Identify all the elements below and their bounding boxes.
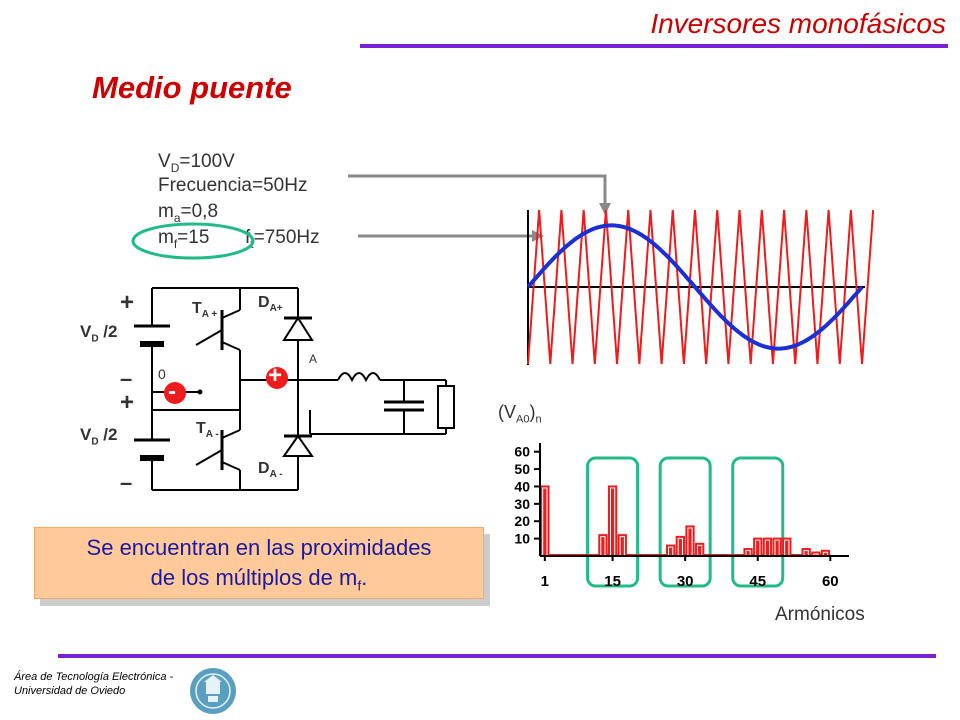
footer-line-1: Área de Tecnología Electrónica - [14,671,174,683]
y-tick-label: 30 [514,496,530,512]
diode-da-minus-symbol [282,434,314,457]
x-tick-label: 1 [541,573,549,590]
top-plus-sign: + [120,289,135,316]
x-tick-label: 60 [822,573,839,590]
spectrum-highlights [586,456,785,588]
param-frequency: Frecuencia=50Hz [158,175,308,196]
y-tick-label: 20 [514,513,530,529]
mf-highlight-ellipse [131,222,255,260]
minus-badge [164,382,186,404]
x-tick-label: 15 [604,573,621,590]
arrow-vd-head [599,203,611,215]
harmonic-group-highlight-15 [586,456,640,588]
plus-badge [266,367,288,389]
plus-badge-sign: + [268,362,283,389]
node-0-dot [197,389,203,395]
university-seal-icon [190,668,236,714]
spectrum-bars [540,485,831,558]
spectrum-ylabel: (VA0)n [498,402,542,426]
minus-badge-sign: - [168,378,176,405]
half-bridge-circuit [134,287,455,491]
callout-line-2: de los múltiplos de mf. [150,565,368,594]
footer-line-2: Universidad de Oviedo [14,685,126,697]
diode-da-minus-label: DA - [258,460,283,481]
diode-da-plus-symbol [282,316,314,341]
vd-half-bottom-label: VD /2 [80,425,118,448]
vd-half-top-label: VD /2 [80,322,118,345]
arrow-vd [348,174,607,205]
x-tick-label: 30 [677,573,694,590]
bottom-minus-sign: – [120,470,133,495]
slide-title: Inversores monofásicos [650,8,946,39]
mid-minus-sign: – [120,366,133,391]
header-rule [360,44,948,48]
slide-subtitle: Medio puente [92,70,292,105]
modulating-sine-wave [526,223,864,351]
y-tick-label: 10 [514,531,530,547]
carrier-triangle-wave [527,209,875,365]
callout-line-1: Se encuentran en las proximidades [86,535,432,560]
footer-rule [58,654,936,658]
harmonic-group-highlight-45 [731,456,785,588]
param-vd: VD=100V [158,151,235,175]
x-tick-label: 45 [749,573,766,590]
switch-ta-plus-label: TA + [192,300,218,321]
callout-box: Se encuentran en las proximidades de los… [34,527,484,599]
y-tick-label: 50 [514,461,530,477]
harmonic-group-highlight-30 [658,456,712,588]
mid-plus-sign: + [120,389,135,416]
footer-text: Área de Tecnología Electrónica - Univers… [14,670,173,698]
diode-da-plus-label: DA+ [258,294,283,315]
param-mf: mf=15 [158,227,210,251]
y-tick-label: 40 [514,478,530,494]
y-tick-label: 60 [514,444,530,460]
spectrum-xlabel: Armónicos [775,604,865,625]
node-0-label: 0 [158,366,166,382]
switch-ta-minus-label: TA - [196,420,219,441]
param-ma: ma=0,8 [158,201,219,225]
node-a-label: A [309,352,318,366]
